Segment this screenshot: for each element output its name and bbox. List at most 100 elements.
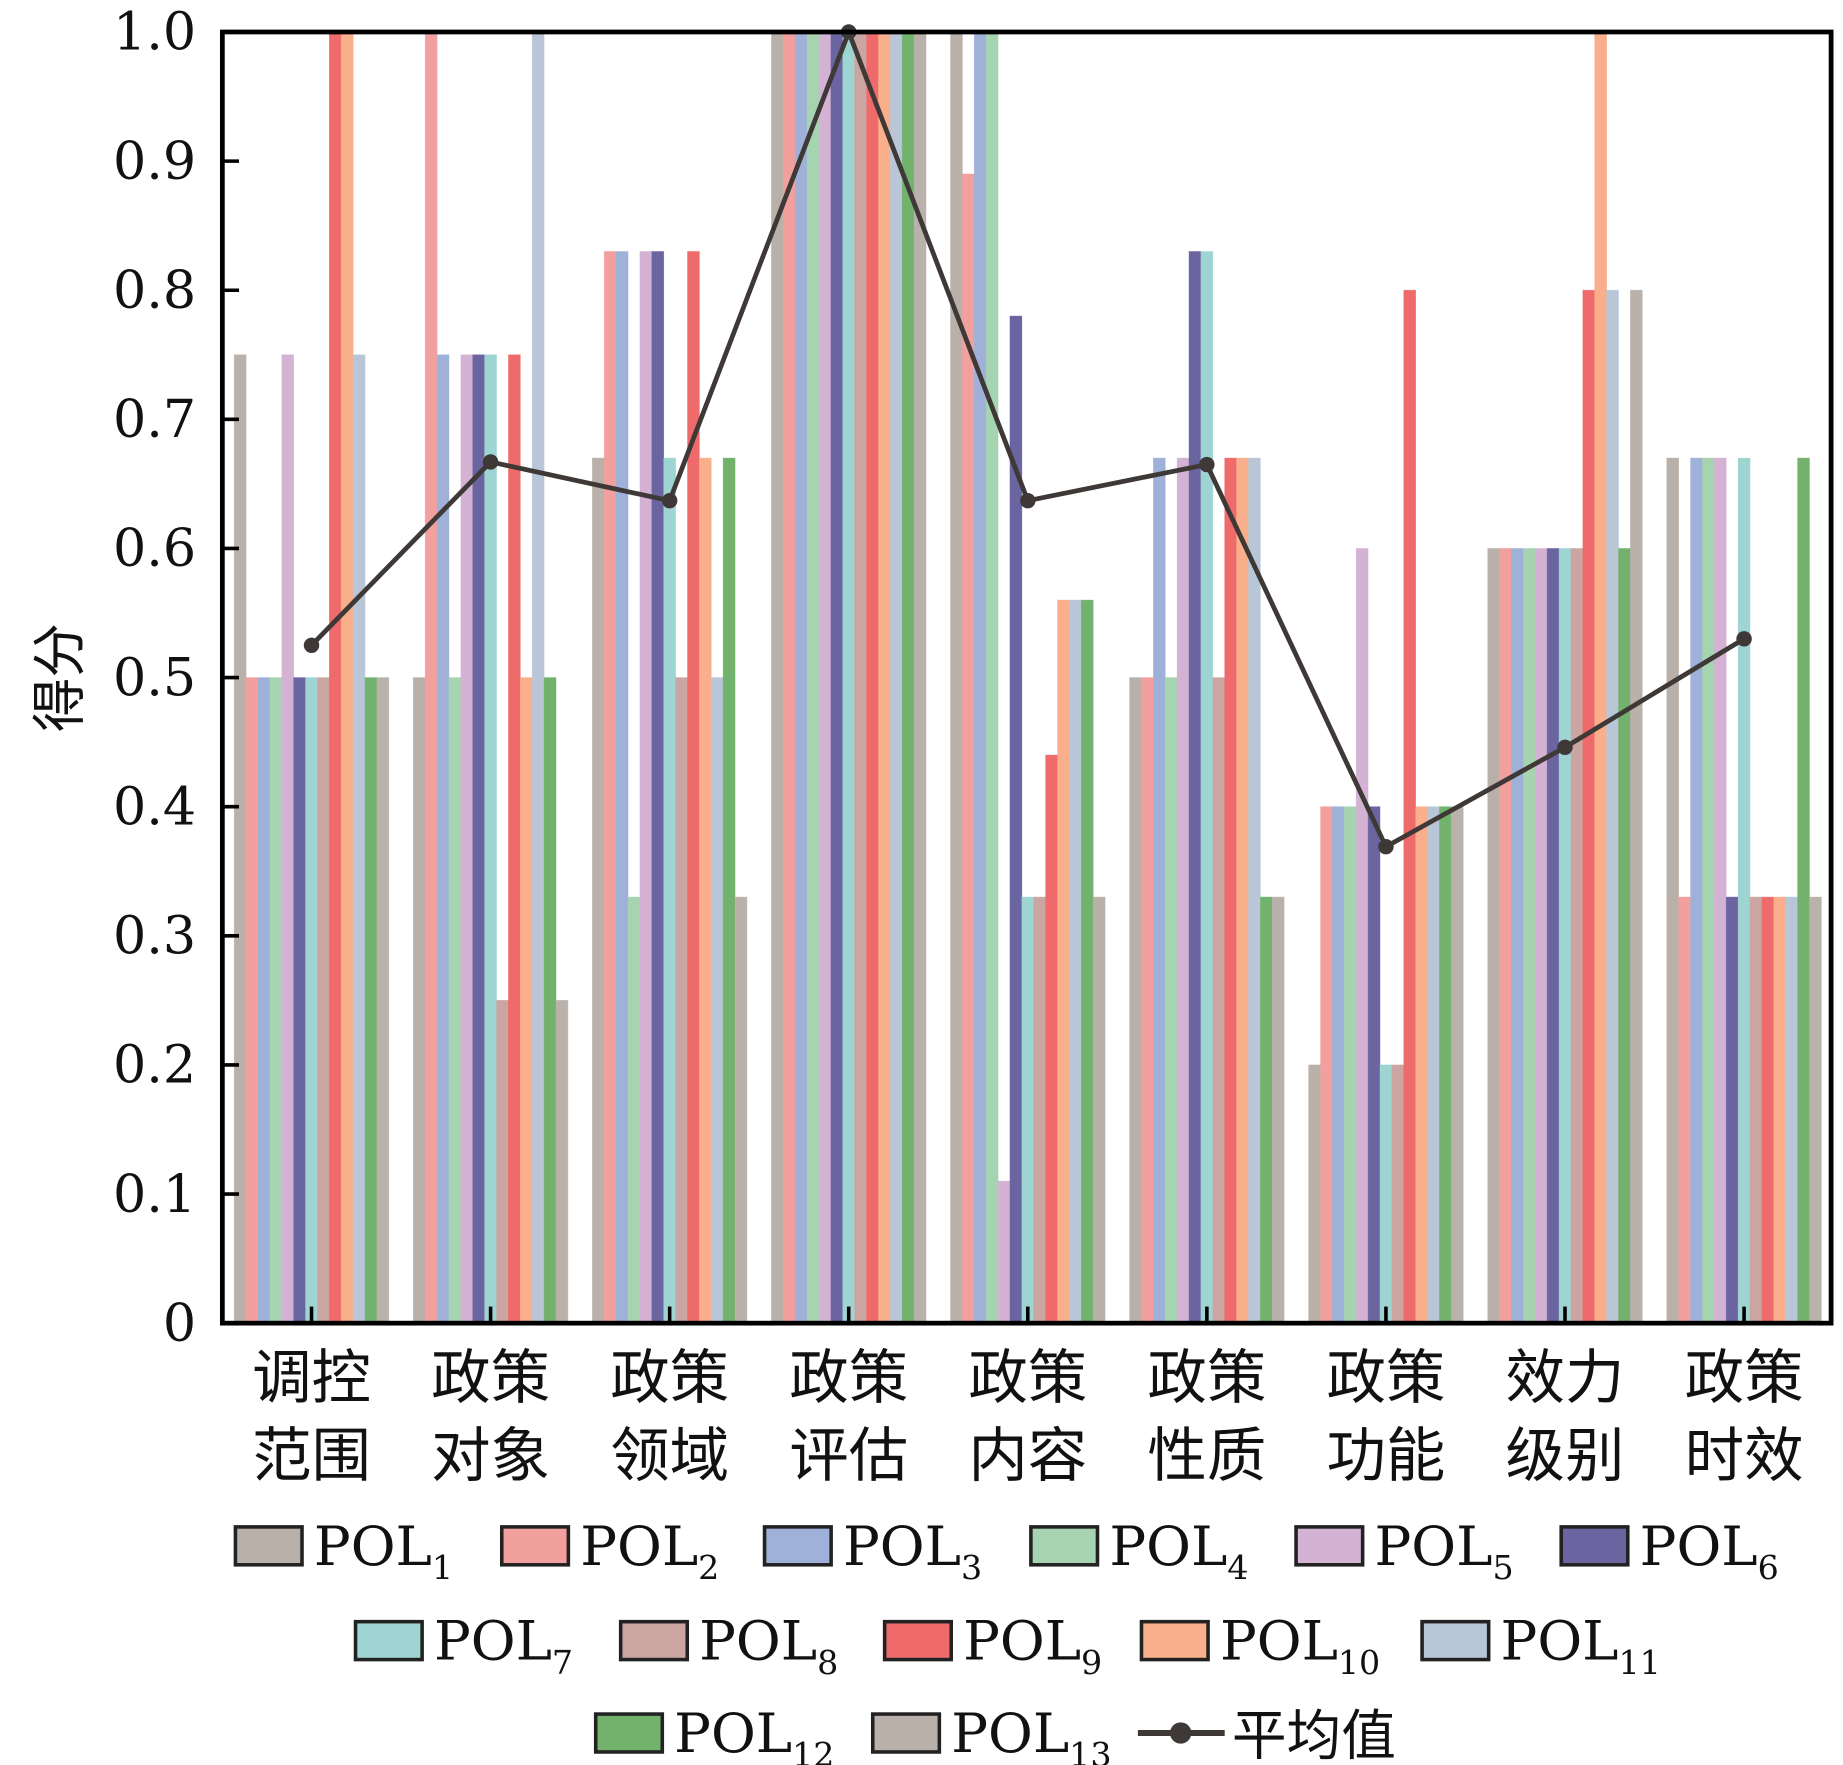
legend-label-subscript: 11 xyxy=(1618,1643,1660,1682)
bar-pol10 xyxy=(1415,806,1428,1324)
x-tick-label: 评估 xyxy=(789,1421,908,1490)
legend-swatch xyxy=(870,1712,942,1754)
bar-pol4 xyxy=(806,31,820,1324)
legend-item-pol2: POL2 xyxy=(499,1514,719,1587)
legend-item-average: 平均值 xyxy=(1137,1703,1396,1765)
legend-item-pol8: POL8 xyxy=(618,1609,838,1682)
bar-pol6 xyxy=(830,31,844,1324)
y-tick-label: 0.6 xyxy=(113,519,196,579)
bar-pol4 xyxy=(269,677,283,1324)
bar-pol6 xyxy=(651,251,665,1324)
bar-pol11 xyxy=(1606,289,1619,1324)
bar-pol8 xyxy=(1391,1064,1405,1324)
bar-pol2 xyxy=(245,677,259,1324)
x-tick-label: 效力 xyxy=(1506,1343,1625,1412)
legend-swatch xyxy=(233,1525,304,1567)
bar-pol5 xyxy=(1355,548,1369,1324)
legend-swatch xyxy=(1294,1525,1365,1567)
bar-pol5 xyxy=(460,354,474,1324)
legend-item-pol5: POL5 xyxy=(1294,1514,1514,1587)
bar-pol9 xyxy=(329,31,342,1324)
bar-pol4 xyxy=(627,896,641,1324)
bar-pol2 xyxy=(1320,806,1333,1324)
bar-pol7 xyxy=(484,354,497,1324)
legend-label: POL5 xyxy=(1375,1514,1514,1587)
bar-pol10 xyxy=(519,677,533,1324)
legend-swatch xyxy=(1420,1619,1491,1662)
bar-pol1 xyxy=(412,677,426,1324)
bar-pol1 xyxy=(1666,457,1680,1324)
average-point xyxy=(1199,456,1215,473)
bar-pol7 xyxy=(305,677,318,1324)
legend-label-main: POL xyxy=(699,1609,817,1673)
legend-swatch xyxy=(499,1525,571,1567)
bar-pol10 xyxy=(878,31,891,1324)
x-tick-label: 政策 xyxy=(1685,1343,1804,1412)
bar-pol1 xyxy=(592,457,605,1324)
legend-swatch xyxy=(762,1525,833,1567)
bar-pol9 xyxy=(1761,896,1775,1324)
bar-pol5 xyxy=(1534,548,1548,1324)
legend-label: 平均值 xyxy=(1232,1703,1396,1765)
bar-pol10 xyxy=(340,31,354,1324)
legend-swatch xyxy=(1029,1525,1100,1567)
y-tick-label: 0.4 xyxy=(113,778,196,838)
x-tick-label: 内容 xyxy=(968,1421,1087,1490)
legend-label-main: POL xyxy=(580,1514,698,1578)
x-tick-label: 政策 xyxy=(610,1343,729,1412)
x-tick-label: 对象 xyxy=(431,1421,550,1490)
bar-pol9 xyxy=(1224,457,1237,1324)
average-line-layer xyxy=(303,24,1752,855)
bar-pol4 xyxy=(1702,457,1715,1324)
bar-pol9 xyxy=(508,354,521,1324)
legend-item-pol3: POL3 xyxy=(762,1514,982,1587)
bar-pol2 xyxy=(424,31,438,1324)
legend-item-pol9: POL9 xyxy=(882,1609,1102,1682)
bar-pol7 xyxy=(842,31,856,1324)
legend-swatch xyxy=(1559,1525,1630,1567)
average-point xyxy=(1378,839,1394,855)
y-tick-label: 0 xyxy=(163,1294,196,1354)
legend-label-main: POL xyxy=(1501,1609,1619,1673)
legend-point-swatch xyxy=(1170,1722,1192,1744)
bar-pol5 xyxy=(281,354,295,1324)
bar-pol10 xyxy=(699,457,712,1324)
legend-item-pol13: POL13 xyxy=(870,1701,1112,1765)
y-tick-label: 0.2 xyxy=(113,1036,196,1096)
x-tick-label: 政策 xyxy=(431,1343,550,1412)
bar-pol8 xyxy=(675,677,688,1324)
bar-pol5 xyxy=(818,31,832,1324)
bar-pol9 xyxy=(1403,289,1417,1324)
average-point xyxy=(1557,739,1573,755)
average-point xyxy=(1736,631,1752,647)
x-tick-label: 领域 xyxy=(610,1421,729,1490)
bar-pol11 xyxy=(531,31,545,1324)
bar-pol3 xyxy=(794,31,808,1324)
legend-label-main: POL xyxy=(1220,1609,1338,1673)
legend-label: POL1 xyxy=(314,1514,453,1587)
bar-pol6 xyxy=(293,677,306,1324)
bar-pol11 xyxy=(1785,896,1798,1324)
bar-pol8 xyxy=(1570,548,1584,1324)
bar-pol9 xyxy=(866,31,879,1324)
bar-pol7 xyxy=(1021,896,1035,1324)
bar-pol3 xyxy=(615,251,629,1324)
x-tick-label: 时效 xyxy=(1685,1421,1804,1490)
bar-pol5 xyxy=(1176,457,1190,1324)
bar-pol8 xyxy=(854,31,867,1324)
bar-pol10 xyxy=(1057,599,1070,1324)
y-tick-label: 1.0 xyxy=(113,3,196,63)
legend-label: POL3 xyxy=(843,1514,982,1587)
bar-pol3 xyxy=(257,677,271,1324)
bar-pol7 xyxy=(1379,1064,1393,1324)
bar-pol12 xyxy=(722,457,736,1324)
legend-label-subscript: 3 xyxy=(961,1548,982,1587)
bar-pol9 xyxy=(687,251,700,1324)
legend-label-main: POL xyxy=(314,1514,432,1578)
y-tick-label: 0.9 xyxy=(113,132,196,192)
legend-swatch xyxy=(593,1712,665,1754)
bar-pol7 xyxy=(1200,251,1214,1324)
legend-item-pol10: POL10 xyxy=(1139,1609,1380,1682)
